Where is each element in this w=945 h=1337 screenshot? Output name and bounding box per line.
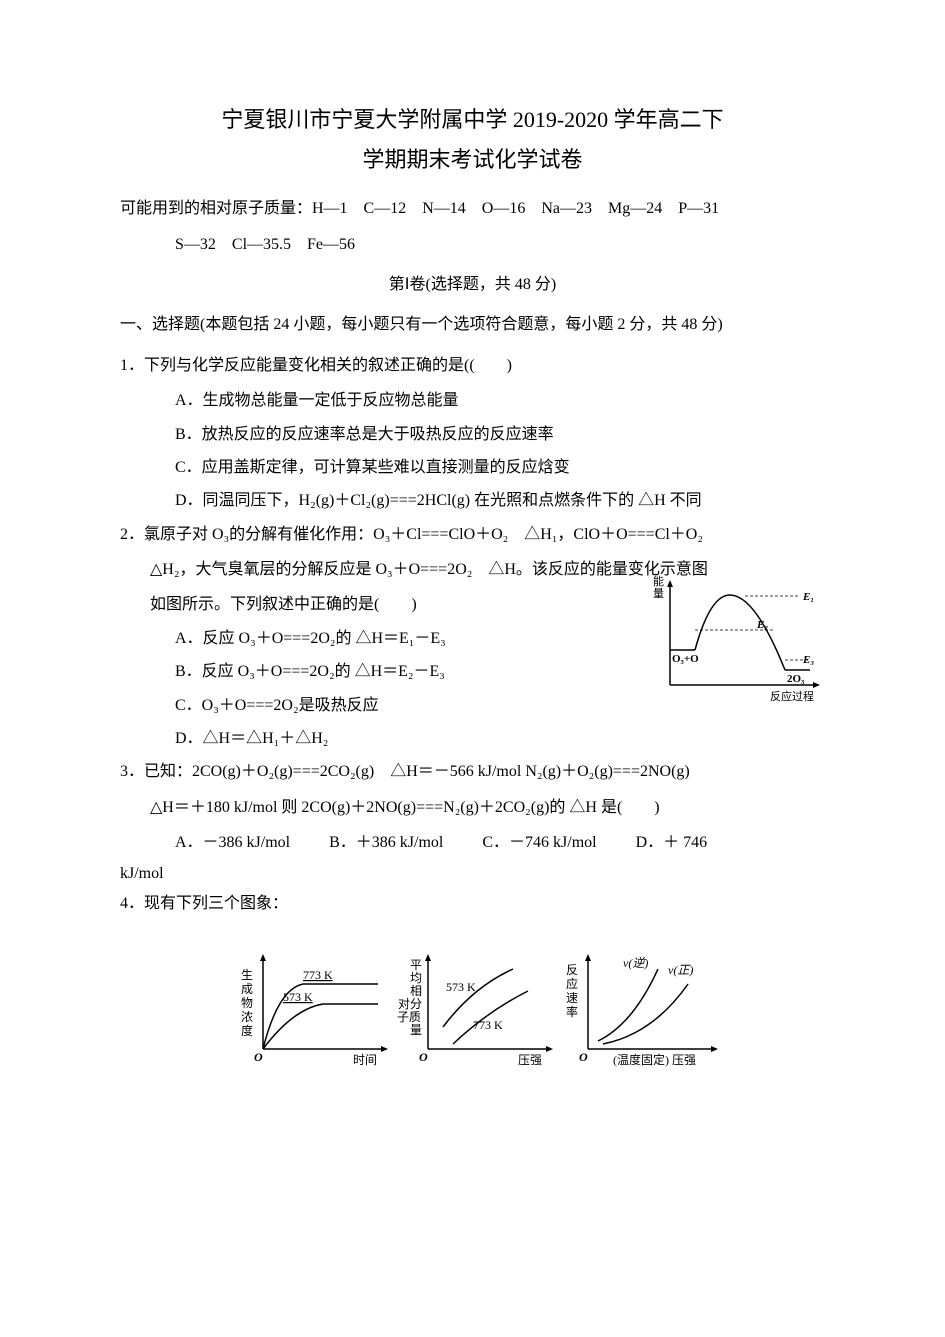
- f3-vrev: v(逆): [623, 956, 648, 970]
- f1-y2: 成: [241, 982, 253, 996]
- q4-figures: 生 成 物 浓 度 O 时间 773 K 573 K 平 均 相: [120, 939, 825, 1090]
- atomic-mass-line2: S—32 Cl—35.5 Fe—56: [120, 230, 825, 260]
- f3-y4: 率: [566, 1004, 578, 1019]
- q3-options: A．－386 kJ/mol B．＋386 kJ/mol C．－746 kJ/mo…: [120, 828, 825, 858]
- q4-stem: 4．现有下列三个图象：: [120, 889, 825, 919]
- f1-origin: O: [254, 1050, 263, 1064]
- title-line-1: 宁夏银川市宁夏大学附属中学 2019-2020 学年高二下: [120, 100, 825, 140]
- ylabel-char2: 量: [653, 587, 664, 600]
- q3-option-d-cont: kJ/mol: [120, 859, 825, 889]
- q2-stem-l1: 2．氯原子对 O₃的分解有催化作用：O₃＋Cl===ClO＋O₂ △H₁，ClO…: [120, 520, 825, 550]
- exam-title: 宁夏银川市宁夏大学附属中学 2019-2020 学年高二下 学期期末考试化学试卷: [120, 100, 825, 179]
- q1-stem: 1．下列与化学反应能量变化相关的叙述正确的是(( ): [120, 351, 825, 381]
- f2-573k: 573 K: [446, 980, 476, 994]
- f2-y6: 量: [410, 1023, 422, 1037]
- f2-y1: 平: [398, 958, 422, 972]
- q1-option-c: C．应用盖斯定律，可计算某些难以直接测量的反应焓变: [175, 453, 825, 483]
- f2-773k: 773 K: [473, 1018, 503, 1032]
- instructions: 一、选择题(本题包括 24 小题，每小题只有一个选项符合题意，每小题 2 分，共…: [120, 310, 825, 340]
- xlabel: 反应过程: [770, 689, 814, 703]
- q2-option-d: D．△H＝△H₁＋△H₂: [175, 724, 635, 754]
- q3-option-b: B．＋386 kJ/mol: [329, 828, 443, 858]
- atomic-mass-line1: 可能用到的相对原子质量：H—1 C—12 N—14 O—16 Na—23 Mg—…: [120, 194, 825, 224]
- reactant-label: O₃+O: [672, 653, 699, 665]
- f1-773k: 773 K: [303, 968, 333, 982]
- f3-y2: 应: [566, 976, 578, 991]
- title-line-2: 学期期末考试化学试卷: [120, 140, 825, 180]
- f2-xlabel: 压强: [518, 1053, 542, 1067]
- e3-label: E₃: [802, 654, 814, 666]
- f2-origin: O: [419, 1050, 428, 1064]
- q3-stem-l2: △H＝＋180 kJ/mol 则 2CO(g)＋2NO(g)===N₂(g)＋2…: [120, 793, 825, 823]
- f3-origin: O: [579, 1050, 588, 1064]
- q3-option-c: C．－746 kJ/mol: [482, 828, 596, 858]
- f2-y4: 对分: [398, 997, 422, 1011]
- f1-y3: 物: [241, 996, 253, 1010]
- f2-y2: 均: [398, 971, 422, 985]
- f2-y3: 相: [398, 984, 422, 998]
- q2-option-b: B．反应 O₃＋O===2O₂的 △H＝E₂－E₃: [175, 657, 635, 687]
- q1-option-b: B．放热反应的反应速率总是大于吸热反应的反应速率: [175, 420, 825, 450]
- f3-y3: 速: [566, 991, 578, 1005]
- f1-xlabel: 时间: [353, 1053, 377, 1067]
- e2-label: E₂: [756, 619, 768, 631]
- f1-y5: 度: [241, 1023, 253, 1038]
- f2-y5: 子质: [397, 1010, 421, 1024]
- q2-option-c: C．O₃＋O===2O₂是吸热反应: [175, 691, 635, 721]
- product-label: 2O₃: [787, 673, 805, 685]
- f3-vfwd: v(正): [668, 963, 693, 977]
- f3-y1: 反: [566, 963, 578, 977]
- q2-option-a: A．反应 O₃＋O===2O₂的 △H＝E₁－E₃: [175, 624, 635, 654]
- energy-diagram: 能 量 O₃+O 2O₃ E₁ E₂ E₃ 反应过程: [645, 575, 825, 705]
- q3-stem-l1: 3．已知：2CO(g)＋O₂(g)===2CO₂(g) △H＝－566 kJ/m…: [120, 757, 825, 787]
- q2-stem-l3: 如图所示。下列叙述中正确的是( ): [150, 590, 635, 620]
- f1-573k: 573 K: [283, 990, 313, 1004]
- e1-label: E₁: [802, 591, 814, 603]
- q1-option-d: D．同温同压下，H₂(g)＋Cl₂(g)===2HCl(g) 在光照和点燃条件下…: [175, 486, 825, 516]
- q2-container: 2．氯原子对 O₃的分解有催化作用：O₃＋Cl===ClO＋O₂ △H₁，ClO…: [120, 520, 825, 758]
- f1-y4: 浓: [241, 1010, 253, 1024]
- q3-option-a: A．－386 kJ/mol: [175, 828, 290, 858]
- q1-option-a: A．生成物总能量一定低于反应物总能量: [175, 386, 825, 416]
- ylabel-char1: 能: [653, 575, 664, 588]
- f3-xlabel: (温度固定) 压强: [613, 1052, 696, 1067]
- section-header: 第Ⅰ卷(选择题，共 48 分): [120, 270, 825, 300]
- f1-y1: 生: [241, 968, 253, 982]
- q3-option-d: D．＋ 746: [636, 828, 708, 858]
- q1-options: A．生成物总能量一定低于反应物总能量 B．放热反应的反应速率总是大于吸热反应的反…: [120, 386, 825, 517]
